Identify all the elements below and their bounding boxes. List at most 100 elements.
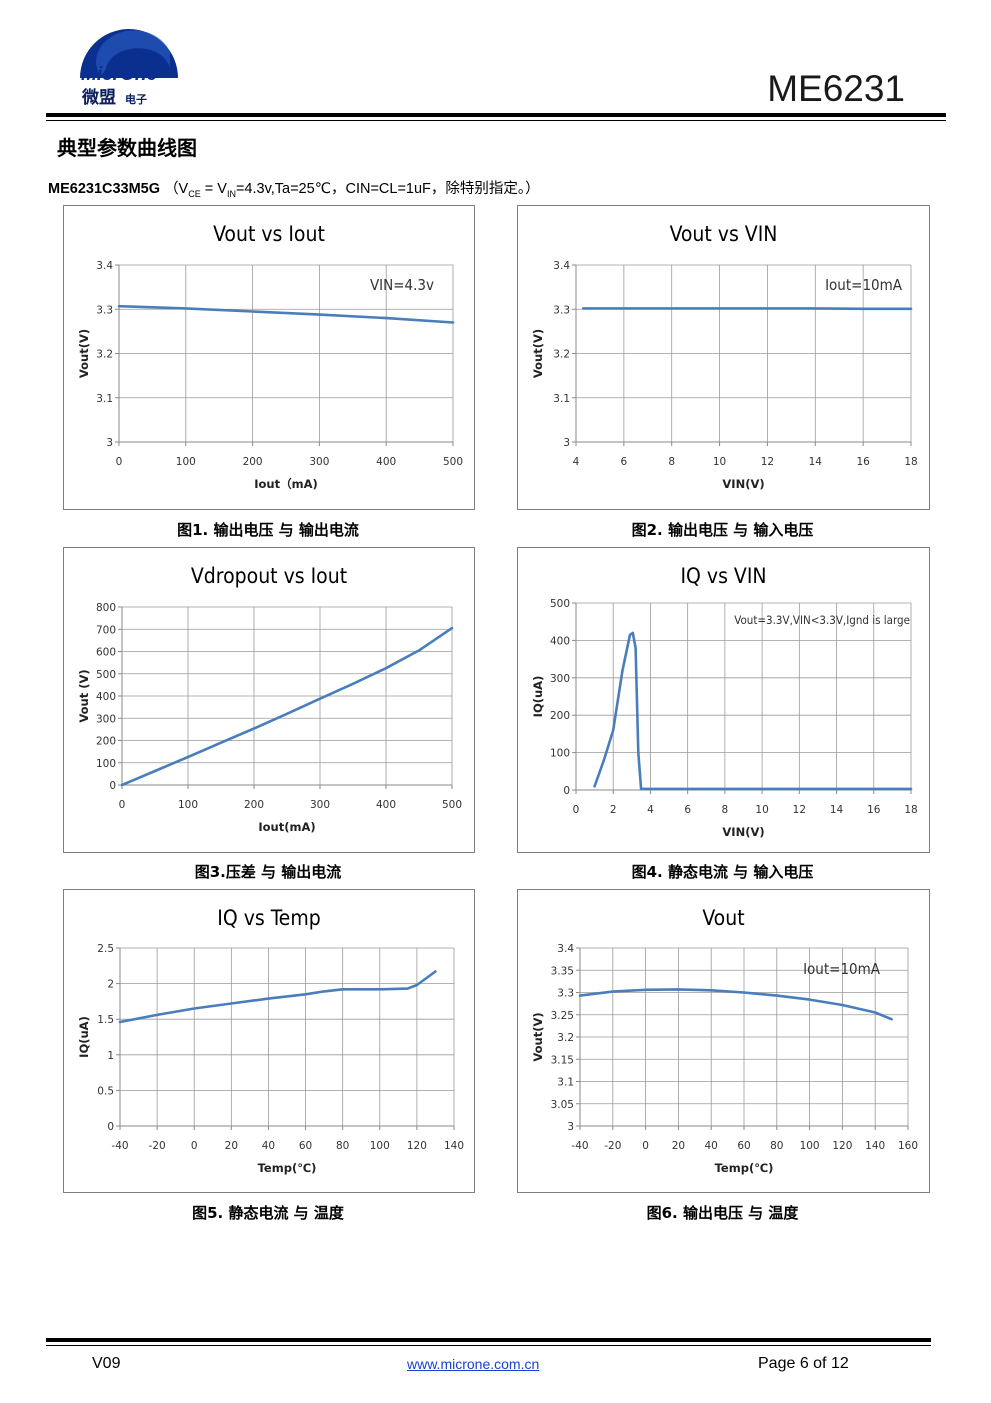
y-tick-label: 3.1: [557, 1077, 574, 1089]
chart-annotation: Vout=3.3V,VIN<3.3V,Ignd is large: [734, 613, 910, 627]
x-tick-label: 160: [898, 1140, 918, 1152]
header-rule-thick: [46, 113, 946, 117]
series-line: [117, 304, 455, 324]
series-line: [578, 988, 893, 1021]
y-tick-label: 0: [563, 785, 570, 797]
x-tick-label: 0: [573, 804, 580, 816]
x-tick-label: 140: [444, 1140, 464, 1152]
x-tick-label: 20: [672, 1140, 685, 1152]
caption-fig4: 图4. 静态电流 与 输入电压: [631, 863, 814, 881]
footer-rule-thick: [46, 1338, 931, 1342]
chart-title: Vdropout vs Iout: [191, 564, 347, 588]
microne-logo: MicrOne 微盟 电子: [78, 20, 180, 110]
x-tick-label: 0: [116, 456, 123, 468]
x-tick-label: 120: [407, 1140, 427, 1152]
y-tick-label: 3.25: [551, 1010, 574, 1022]
caption-fig1: 图1. 输出电压 与 输出电流: [177, 521, 359, 539]
x-tick-label: 10: [713, 456, 726, 468]
y-tick-label: 2: [107, 979, 114, 991]
y-tick-label: 0.5: [97, 1085, 114, 1097]
chart-title: IQ vs VIN: [680, 564, 766, 588]
y-tick-label: 2.5: [97, 943, 114, 955]
x-tick-label: 200: [244, 799, 264, 811]
x-tick-label: 10: [755, 804, 768, 816]
y-tick-label: 3.3: [557, 988, 574, 1000]
y-tick-label: 3.4: [557, 943, 574, 955]
part-number: ME6231C33M5G: [48, 181, 161, 197]
y-tick-label: 3.2: [553, 349, 570, 361]
sub-in: IN: [226, 188, 236, 199]
y-tick-label: 3.2: [96, 349, 113, 361]
x-tick-label: 80: [336, 1140, 349, 1152]
y-tick-label: 400: [96, 691, 116, 703]
footer-rule-thin: [46, 1345, 931, 1346]
series-line: [118, 970, 437, 1024]
y-tick-label: 3: [106, 437, 113, 449]
x-tick-label: 100: [176, 456, 196, 468]
y-tick-label: 600: [96, 647, 116, 659]
chart-title: Vout: [702, 906, 744, 930]
y-tick-label: 3.35: [551, 965, 574, 977]
x-tick-label: -20: [604, 1140, 621, 1152]
x-tick-label: 18: [904, 804, 917, 816]
conditions-open: （V: [164, 181, 189, 197]
chart-annotation: Iout=10mA: [803, 960, 881, 978]
x-tick-label: 40: [705, 1140, 718, 1152]
y-tick-label: 1: [107, 1050, 114, 1062]
chart-vout-vs-temp: Vout -40 -20 0 20 40 60 80 100 120 140 160 3 3.05 3.1 3…: [517, 889, 930, 1193]
logo-text-small: 电子: [125, 92, 147, 106]
x-tick-label: 500: [443, 456, 463, 468]
x-tick-label: 16: [856, 456, 870, 468]
y-tick-label: 3.4: [96, 260, 113, 272]
y-tick-label: 400: [550, 635, 570, 647]
x-tick-label: 8: [668, 456, 675, 468]
footer-link[interactable]: www.microne.com.cn: [407, 1356, 540, 1372]
x-tick-label: 500: [442, 799, 462, 811]
header-rule-thin: [46, 120, 946, 121]
caption-fig5: 图5. 静态电流 与 温度: [192, 1204, 344, 1222]
y-axis-label: Vout(V): [531, 329, 545, 378]
x-tick-label: 40: [262, 1140, 275, 1152]
x-tick-label: 80: [770, 1140, 783, 1152]
chart-title: Vout vs Iout: [213, 222, 325, 246]
x-tick-label: 60: [737, 1140, 750, 1152]
y-axis-label: IQ(uA): [77, 1016, 91, 1058]
test-conditions: ME6231C33M5G （VCE = VIN=4.3v,Ta=25℃，CIN=…: [48, 177, 540, 199]
chart-iq-vs-vin: IQ vs VIN 0 2 4 6 8 10 12 14 16 18 0 100 200 300 400 500…: [517, 547, 930, 853]
chart-vout-vs-vin: Vout vs VIN 4 6 8 10 12 14 16 18 3 3.1 3.2 3.3 3.4 VIN…: [517, 205, 930, 510]
y-tick-label: 100: [96, 758, 116, 770]
x-tick-label: 400: [376, 456, 396, 468]
y-tick-label: 3.2: [557, 1032, 574, 1044]
y-axis-label: Vout(V): [77, 329, 91, 378]
y-tick-label: 800: [96, 602, 116, 614]
y-tick-label: 3: [567, 1121, 574, 1133]
x-axis-label: Temp(℃): [715, 1161, 774, 1175]
y-tick-label: 200: [96, 736, 116, 748]
x-tick-label: 4: [573, 456, 580, 468]
x-tick-label: 140: [865, 1140, 885, 1152]
x-tick-label: 6: [621, 456, 628, 468]
y-tick-label: 3.1: [553, 393, 570, 405]
footer-page-number: Page 6 of 12: [758, 1355, 849, 1372]
x-tick-label: 4: [647, 804, 654, 816]
y-tick-label: 3.3: [96, 304, 113, 316]
y-tick-label: 500: [96, 669, 116, 681]
x-tick-label: -40: [571, 1140, 588, 1152]
section-title: 典型参数曲线图: [57, 136, 197, 160]
y-tick-label: 200: [550, 710, 570, 722]
x-axis-label: Temp(℃): [258, 1161, 317, 1175]
conditions-rest: =4.3v,Ta=25℃，CIN=CL=1uF，除特别指定。）: [235, 181, 540, 197]
x-axis-label: VIN(V): [722, 825, 764, 839]
y-axis-label: Vout(V): [531, 1012, 545, 1061]
x-tick-label: 18: [904, 456, 917, 468]
x-tick-label: 6: [684, 804, 691, 816]
caption-fig6: 图6. 输出电压 与 温度: [646, 1204, 799, 1222]
x-tick-label: 400: [376, 799, 396, 811]
chart-iq-vs-temp: IQ vs Temp -40 -20 0 20 40 60 80 100 120 140 0 0.5 1 1…: [63, 889, 475, 1193]
y-tick-label: 3.05: [551, 1099, 574, 1111]
y-tick-label: 3.4: [553, 260, 570, 272]
y-tick-label: 300: [96, 713, 116, 725]
x-tick-label: 60: [299, 1140, 312, 1152]
caption-fig3: 图3.压差 与 输出电流: [194, 863, 342, 881]
x-tick-label: 200: [243, 456, 263, 468]
